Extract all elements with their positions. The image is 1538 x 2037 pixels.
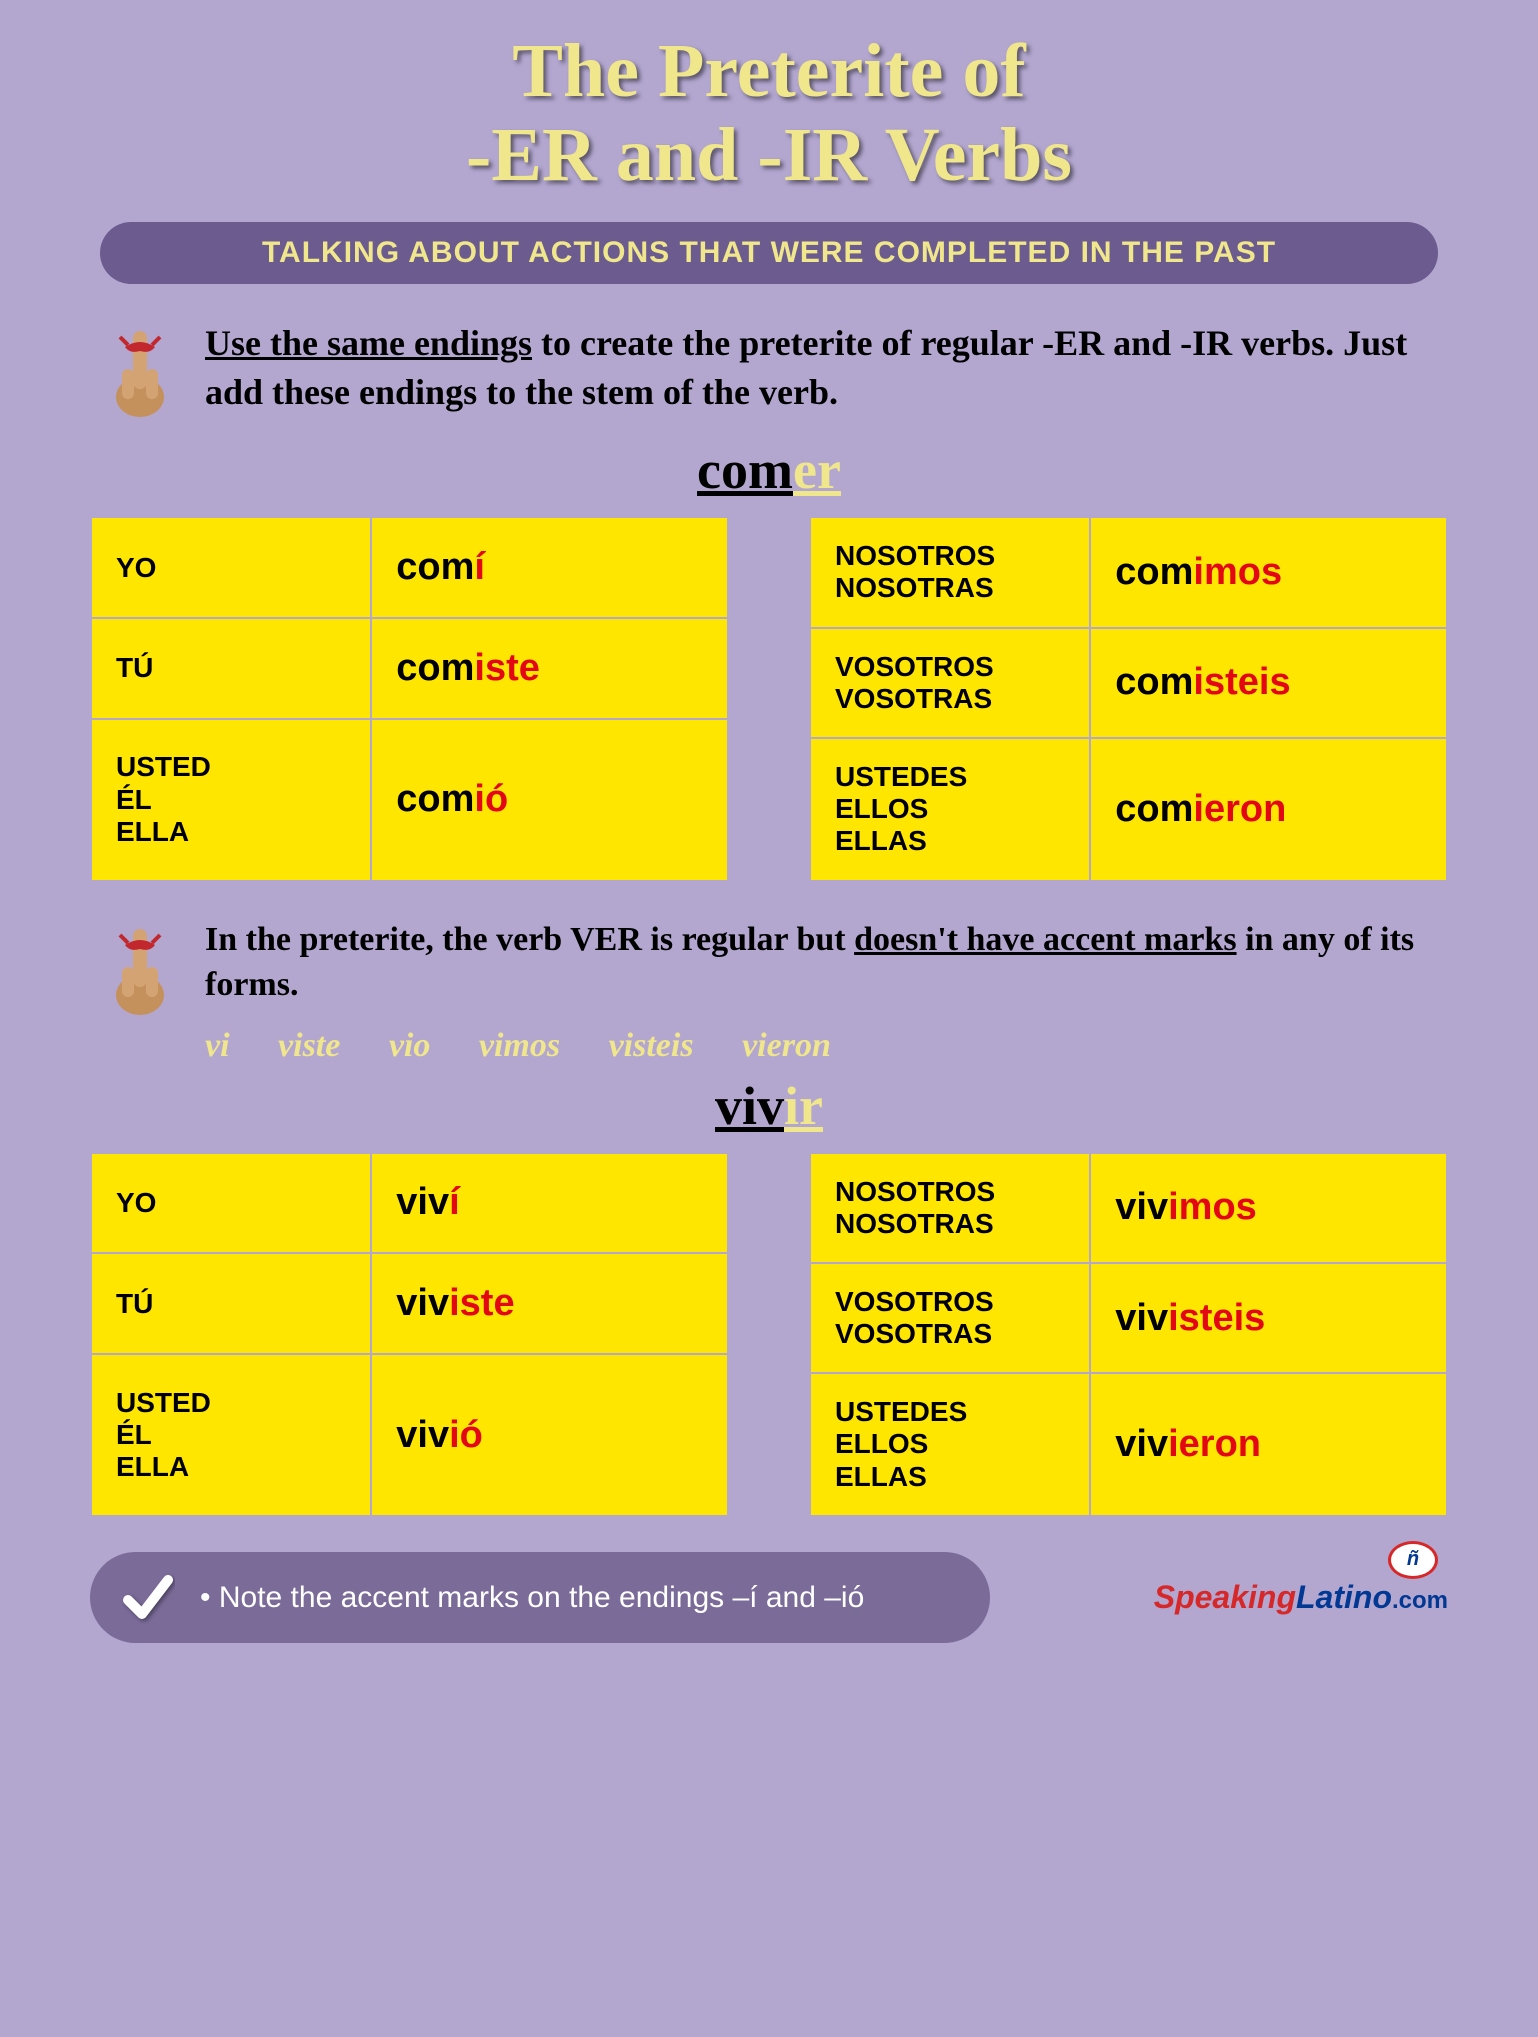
verb2-table-right: NOSOTROSNOSOTRASvivimosVOSOTROSVOSOTRASv…: [809, 1152, 1448, 1517]
verb1-tables: YOcomíTÚcomisteUSTEDÉLELLAcomió NOSOTROS…: [90, 516, 1448, 881]
verb1-table-right: NOSOTROSNOSOTRAScomimosVOSOTROSVOSOTRASc…: [809, 516, 1448, 881]
footer-row: Note the accent marks on the endings –í …: [90, 1552, 1448, 1643]
reminder-finger-icon: [100, 917, 180, 1017]
subtitle-pill: TALKING ABOUT ACTIONS THAT WERE COMPLETE…: [100, 222, 1438, 284]
table-row: YOviví: [91, 1153, 728, 1254]
table-row: TÚcomiste: [91, 618, 728, 719]
pronoun-cell: NOSOTROSNOSOTRAS: [810, 1153, 1090, 1263]
footer-note-text: Note the accent marks on the endings –í …: [200, 1578, 864, 1617]
table-row: TÚviviste: [91, 1253, 728, 1354]
table-row: VOSOTROSVOSOTRASvivisteis: [810, 1263, 1447, 1373]
table-row: VOSOTROSVOSOTRAScomisteis: [810, 628, 1447, 738]
conjugation-cell: comisteis: [1090, 628, 1447, 738]
pronoun-cell: TÚ: [91, 1253, 371, 1354]
verb2-tables: YOvivíTÚvivisteUSTEDÉLELLAvivió NOSOTROS…: [90, 1152, 1448, 1517]
table-row: USTEDÉLELLAcomió: [91, 719, 728, 881]
table-row: NOSOTROSNOSOTRAScomimos: [810, 517, 1447, 627]
pronoun-cell: YO: [91, 517, 371, 618]
checkmark-icon: [120, 1570, 175, 1625]
table-row: YOcomí: [91, 517, 728, 618]
verb1-header: comer: [50, 439, 1488, 501]
speakinglatino-logo: ñ SpeakingLatino.com: [1154, 1579, 1448, 1616]
logo-bubble-icon: ñ: [1388, 1541, 1438, 1579]
pronoun-cell: USTEDÉLELLA: [91, 1354, 371, 1516]
footer-note-pill: Note the accent marks on the endings –í …: [90, 1552, 990, 1643]
verb2-header: vivir: [50, 1075, 1488, 1137]
conjugation-cell: vivieron: [1090, 1373, 1447, 1516]
conjugation-cell: comí: [371, 517, 728, 618]
verb2-table-left: YOvivíTÚvivisteUSTEDÉLELLAvivió: [90, 1152, 729, 1517]
conjugation-cell: comimos: [1090, 517, 1447, 627]
pronoun-cell: NOSOTROSNOSOTRAS: [810, 517, 1090, 627]
table-row: USTEDESELLOSELLASvivieron: [810, 1373, 1447, 1516]
pronoun-cell: USTEDESELLOSELLAS: [810, 738, 1090, 881]
reminder-finger-icon: [100, 319, 180, 419]
conjugation-cell: viviste: [371, 1253, 728, 1354]
ver-forms: vi viste vio vimos visteis vieron: [205, 1027, 1488, 1065]
page-title: The Preterite of -ER and -IR Verbs: [50, 30, 1488, 197]
conjugation-cell: comiste: [371, 618, 728, 719]
table-row: USTEDÉLELLAvivió: [91, 1354, 728, 1516]
conjugation-cell: comieron: [1090, 738, 1447, 881]
conjugation-cell: vivisteis: [1090, 1263, 1447, 1373]
note-text: In the preterite, the verb VER is regula…: [205, 917, 1438, 1009]
pronoun-cell: YO: [91, 1153, 371, 1254]
pronoun-cell: VOSOTROSVOSOTRAS: [810, 628, 1090, 738]
table-row: NOSOTROSNOSOTRASvivimos: [810, 1153, 1447, 1263]
pronoun-cell: VOSOTROSVOSOTRAS: [810, 1263, 1090, 1373]
verb1-table-left: YOcomíTÚcomisteUSTEDÉLELLAcomió: [90, 516, 729, 881]
conjugation-cell: viví: [371, 1153, 728, 1254]
conjugation-cell: vivió: [371, 1354, 728, 1516]
pronoun-cell: TÚ: [91, 618, 371, 719]
conjugation-cell: vivimos: [1090, 1153, 1447, 1263]
intro-text: Use the same endings to create the prete…: [205, 319, 1438, 416]
table-row: USTEDESELLOSELLAScomieron: [810, 738, 1447, 881]
pronoun-cell: USTEDESELLOSELLAS: [810, 1373, 1090, 1516]
note-row: In the preterite, the verb VER is regula…: [100, 917, 1438, 1017]
conjugation-cell: comió: [371, 719, 728, 881]
pronoun-cell: USTEDÉLELLA: [91, 719, 371, 881]
intro-row: Use the same endings to create the prete…: [100, 319, 1438, 419]
